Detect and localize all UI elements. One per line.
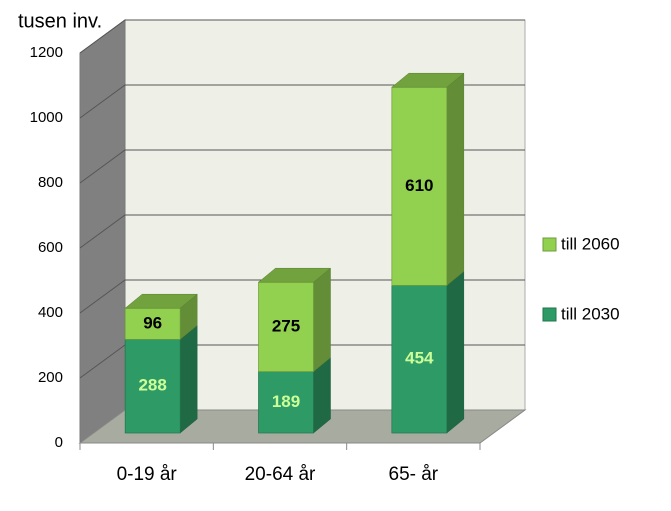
y-tick-label: 1000 [30, 109, 63, 126]
bar-side [313, 267, 331, 373]
y-tick-label: 600 [38, 239, 63, 256]
value-label: 288 [138, 376, 166, 395]
value-label: 610 [405, 176, 433, 195]
x-tick-label: 65- år [389, 464, 439, 485]
bar [258, 371, 314, 434]
legend-label: till 2030 [561, 304, 620, 323]
x-tick-label: 20-64 år [245, 464, 316, 485]
y-axis-title: tusen inv. [18, 10, 102, 32]
grid-line [79, 19, 525, 54]
y-tick-label: 800 [38, 174, 63, 191]
bar-side [179, 324, 198, 434]
x-tick-label: 0-19 år [117, 464, 178, 485]
value-label: 96 [143, 313, 162, 332]
value-label: 454 [405, 349, 434, 368]
value-label: 275 [272, 316, 300, 335]
bar [391, 86, 448, 286]
bar [258, 281, 314, 372]
legend-swatch [542, 237, 557, 252]
bar-top [391, 72, 465, 88]
bar-top [257, 267, 332, 283]
bar [391, 285, 448, 434]
bar-side [446, 72, 465, 286]
bar [124, 307, 181, 340]
legend-label: till 2060 [561, 234, 620, 253]
bar-side [446, 270, 465, 434]
bar-top [124, 293, 198, 309]
y-tick-label: 0 [55, 434, 63, 451]
legend-swatch [542, 307, 557, 322]
y-tick-label: 200 [38, 369, 63, 386]
grid-line [79, 84, 525, 119]
value-label: 189 [272, 392, 300, 411]
y-tick-label: 1200 [30, 44, 63, 61]
y-tick-label: 400 [38, 304, 63, 321]
